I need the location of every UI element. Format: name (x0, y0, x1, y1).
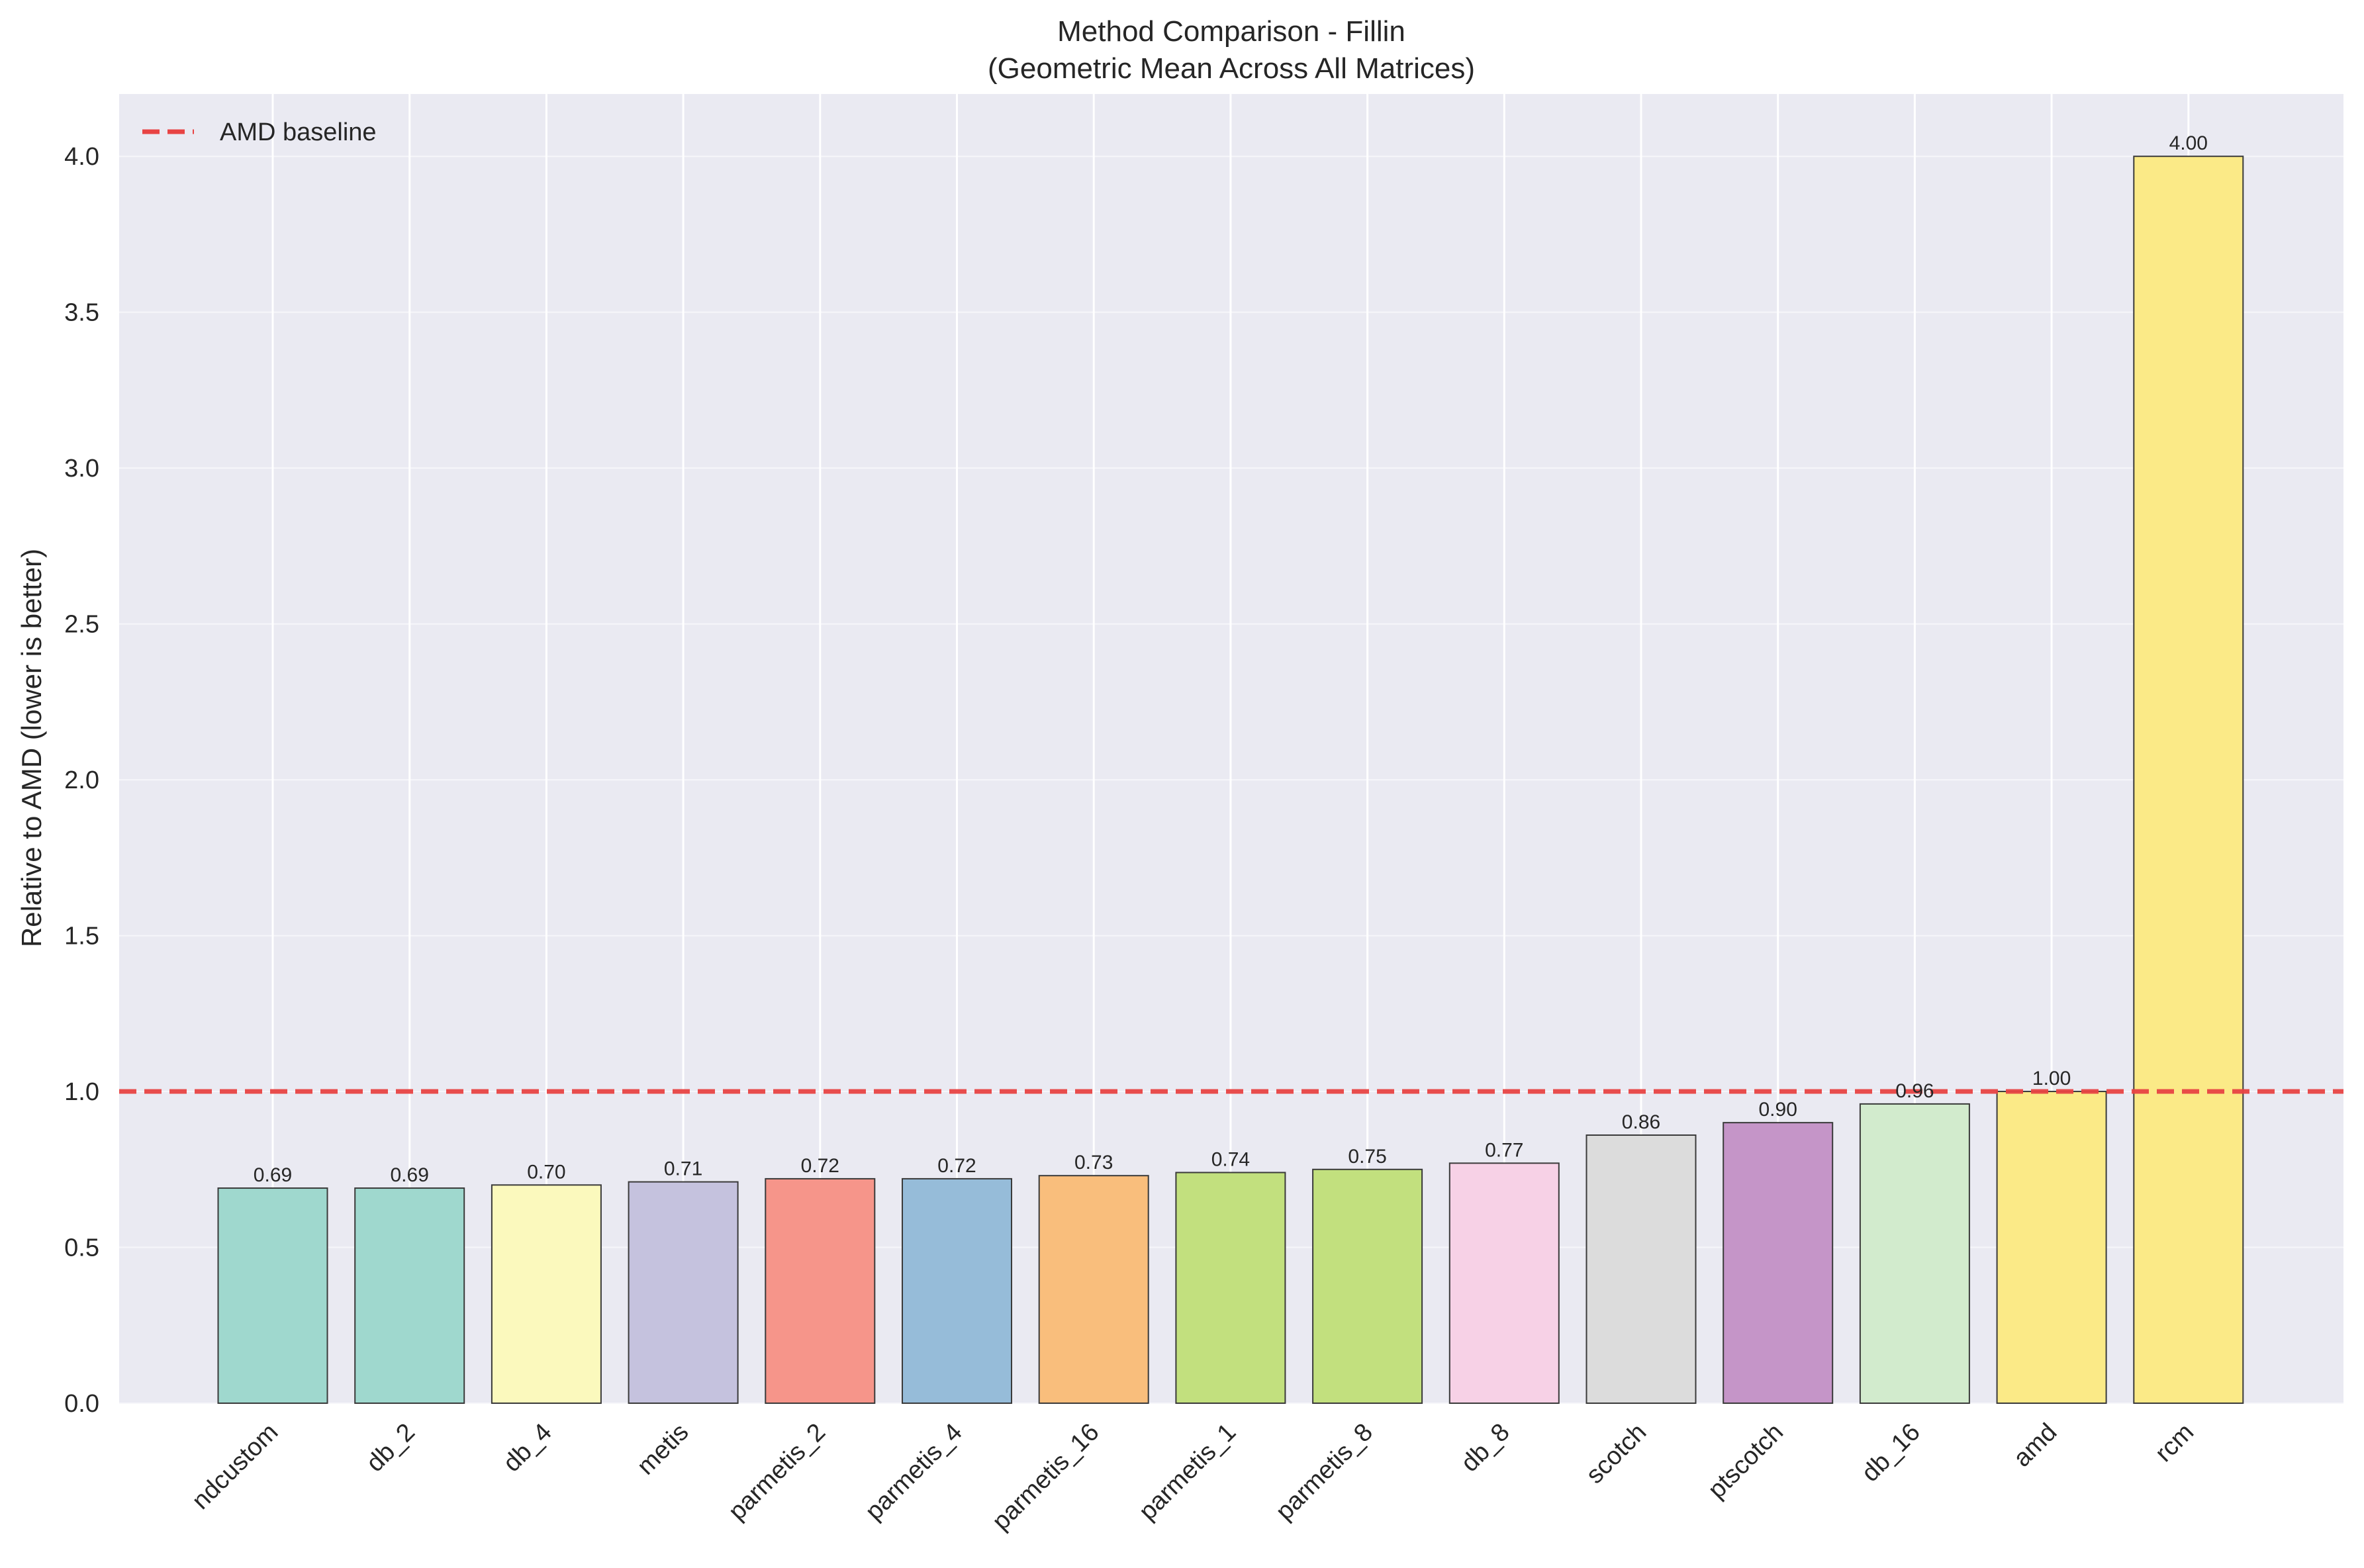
bar-parmetis_16 (1038, 1175, 1149, 1404)
y-tick-label: 0.5 (64, 1234, 99, 1262)
data-label-db_8: 0.77 (1485, 1139, 1523, 1161)
y-tick-label: 2.5 (64, 611, 99, 639)
data-label-rcm: 4.00 (2169, 132, 2208, 154)
bar-parmetis_4 (902, 1177, 1012, 1405)
data-label-parmetis_8: 0.75 (1348, 1146, 1386, 1168)
y-tick-label: 0.0 (64, 1390, 99, 1418)
data-label-db_16: 0.96 (1895, 1080, 1934, 1102)
y-axis-label: Relative to AMD (lower is better) (16, 549, 47, 947)
y-tick-label: 4.0 (64, 143, 99, 171)
y-tick-label: 1.0 (64, 1078, 99, 1106)
data-label-parmetis_1: 0.74 (1211, 1148, 1250, 1170)
data-label-db_2: 0.69 (391, 1164, 429, 1186)
bar-amd (1996, 1091, 2107, 1404)
chart-title: Method Comparison - Fillin (1057, 15, 1405, 48)
bar-db_2 (354, 1187, 465, 1404)
data-label-ndcustom: 0.69 (254, 1164, 292, 1186)
y-axis-ticks: 0.0 0.5 1.0 1.5 2.0 2.5 3.0 3.5 4.0 (64, 143, 99, 1418)
data-label-amd: 1.00 (2032, 1068, 2071, 1089)
data-label-metis: 0.71 (664, 1158, 702, 1180)
bar-rcm (2133, 156, 2244, 1405)
y-tick-label: 1.5 (64, 923, 99, 950)
y-tick-label: 2.0 (64, 766, 99, 794)
y-tick-label: 3.0 (64, 455, 99, 483)
chart-subtitle: (Geometric Mean Across All Matrices) (988, 52, 1475, 85)
legend: AMD baseline (142, 118, 377, 146)
bar-ndcustom (217, 1187, 328, 1404)
legend-label-baseline: AMD baseline (220, 118, 377, 146)
data-label-parmetis_16: 0.73 (1074, 1152, 1113, 1174)
data-label-parmetis_4: 0.72 (937, 1155, 976, 1177)
y-tick-label: 3.5 (64, 299, 99, 327)
bar-scotch (1585, 1134, 1697, 1404)
bar-metis (628, 1181, 739, 1404)
bar-ptscotch (1723, 1122, 1834, 1404)
bar-db_8 (1448, 1162, 1560, 1405)
bar-db_4 (491, 1184, 602, 1405)
data-label-parmetis_2: 0.72 (801, 1155, 839, 1177)
data-labels: 0.69 0.69 0.70 0.71 0.72 0.72 0.73 0.74 0.75 0.77… (254, 132, 2208, 1186)
bar-db_16 (1859, 1103, 1970, 1405)
data-label-ptscotch: 0.90 (1759, 1099, 1797, 1121)
bar-parmetis_8 (1312, 1168, 1423, 1405)
data-label-db_4: 0.70 (527, 1161, 565, 1183)
bar-parmetis_2 (765, 1177, 876, 1405)
data-label-scotch: 0.86 (1622, 1111, 1660, 1133)
bar-parmetis_1 (1175, 1172, 1286, 1404)
bars (217, 156, 2244, 1405)
